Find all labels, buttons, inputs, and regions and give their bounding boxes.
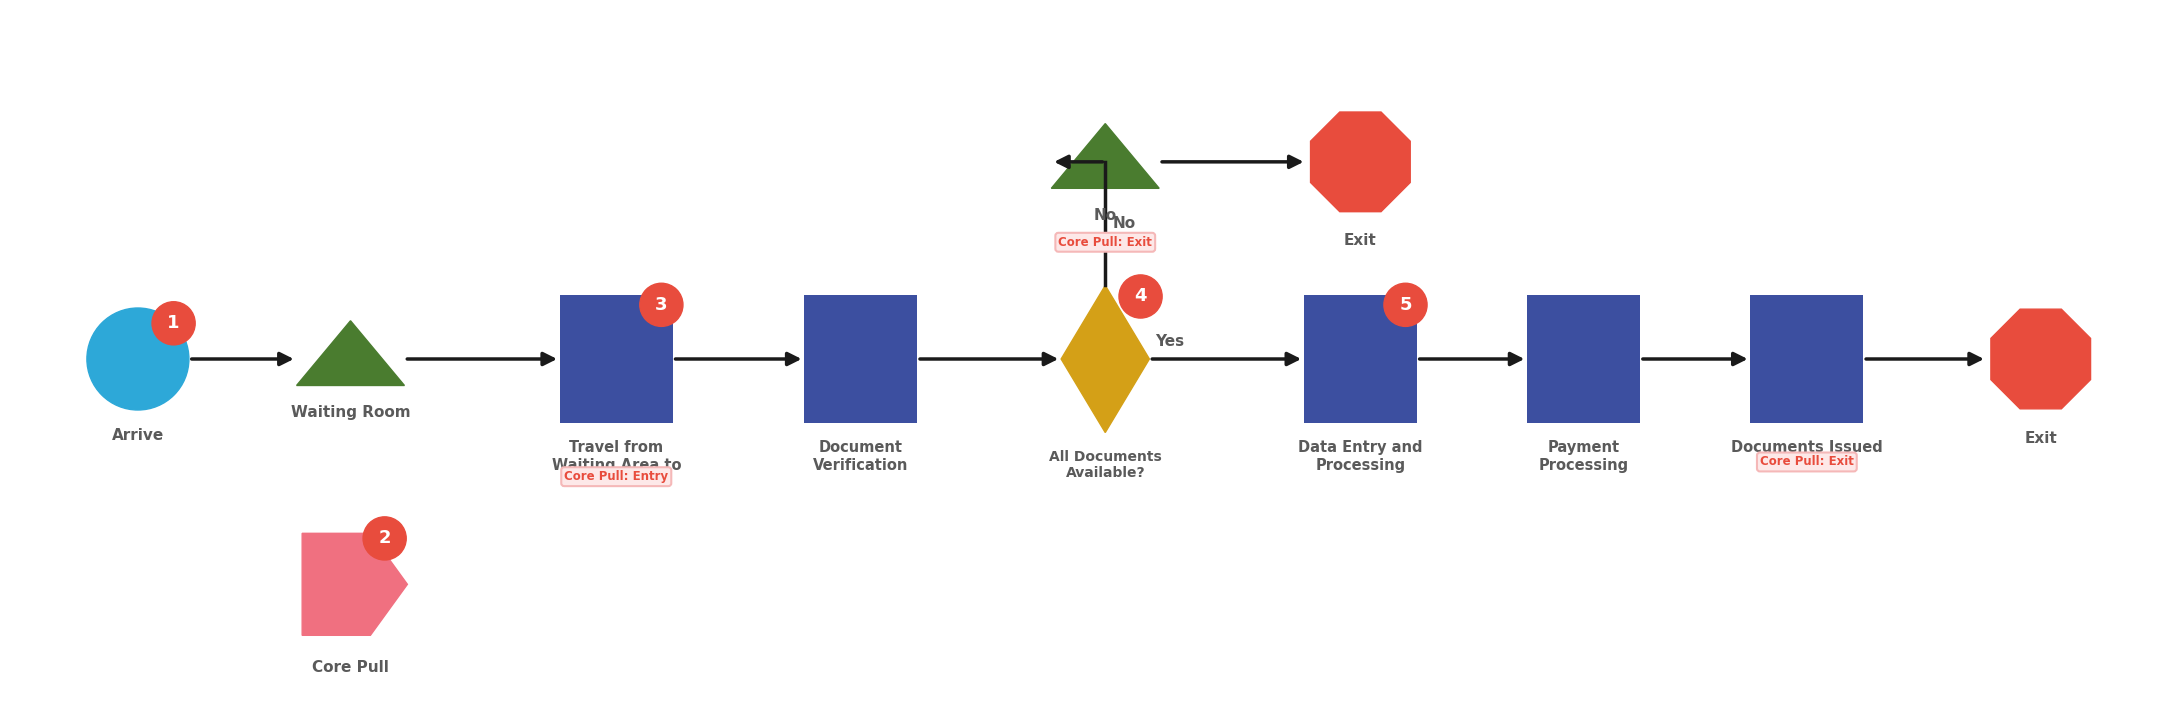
Text: Documents Issued: Documents Issued (1730, 440, 1882, 455)
Text: No: No (1112, 216, 1136, 231)
Text: 3: 3 (655, 296, 668, 314)
Text: Document
Verification: Document Verification (813, 440, 908, 472)
Text: Core Pull: Core Pull (312, 660, 388, 675)
Text: All Documents
Available?: All Documents Available? (1049, 450, 1162, 480)
Circle shape (362, 517, 405, 560)
Circle shape (1383, 283, 1427, 327)
Text: 5: 5 (1398, 296, 1411, 314)
Text: Data Entry and
Processing: Data Entry and Processing (1299, 440, 1422, 472)
Polygon shape (301, 533, 408, 635)
Text: Arrive: Arrive (113, 428, 165, 442)
Text: Core Pull: Exit: Core Pull: Exit (1760, 455, 1854, 468)
Bar (804, 295, 917, 423)
Text: Travel from
Waiting Area to
Desk: Travel from Waiting Area to Desk (551, 440, 681, 490)
Text: Exit: Exit (2025, 431, 2057, 446)
Circle shape (152, 302, 195, 345)
Text: 1: 1 (167, 314, 180, 332)
Text: No: No (1093, 208, 1117, 241)
Polygon shape (1312, 112, 1409, 212)
Text: Core Pull: Exit: Core Pull: Exit (1058, 236, 1151, 248)
Text: Core Pull: Entry: Core Pull: Entry (564, 470, 668, 483)
Circle shape (640, 283, 683, 327)
Circle shape (1119, 275, 1162, 318)
Polygon shape (1060, 286, 1149, 432)
Bar (1303, 295, 1416, 423)
Polygon shape (297, 321, 405, 386)
Text: Yes: Yes (1156, 334, 1184, 349)
Text: Payment
Processing: Payment Processing (1539, 440, 1628, 472)
Bar (1750, 295, 1862, 423)
Bar (559, 295, 672, 423)
Polygon shape (1051, 123, 1160, 188)
Polygon shape (1990, 309, 2090, 409)
Text: Exit: Exit (1344, 233, 1377, 248)
Bar (1526, 295, 1639, 423)
Text: Waiting Room: Waiting Room (291, 405, 410, 420)
Text: 4: 4 (1134, 287, 1147, 305)
Circle shape (87, 308, 189, 410)
Text: 2: 2 (379, 529, 390, 547)
